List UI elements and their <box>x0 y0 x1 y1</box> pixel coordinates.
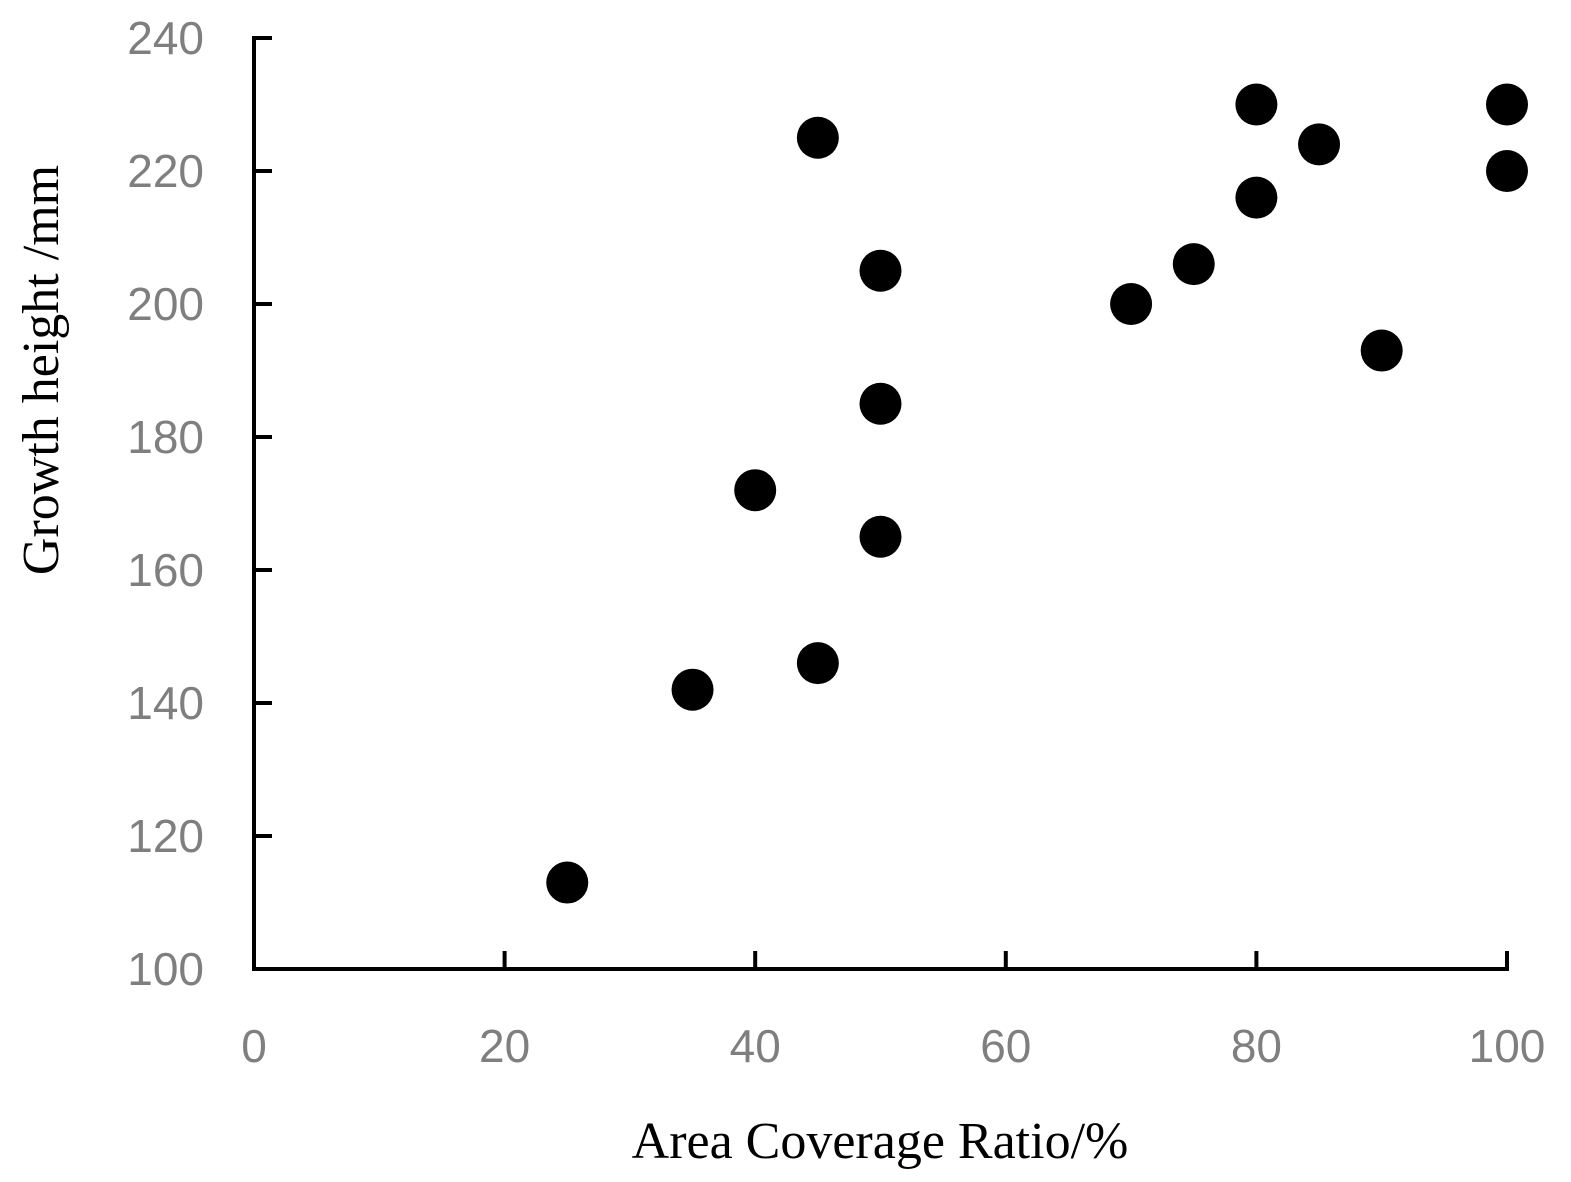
data-point <box>1110 283 1153 325</box>
x-tick-label: 20 <box>479 1020 530 1072</box>
data-point <box>1235 83 1278 126</box>
data-point <box>1486 83 1528 126</box>
x-tick-label: 0 <box>241 1020 267 1072</box>
data-point <box>859 382 902 425</box>
data-point <box>1360 329 1403 372</box>
data-point <box>859 515 902 558</box>
y-tick-label: 100 <box>127 943 204 995</box>
x-tick-label: 60 <box>980 1020 1031 1072</box>
data-point <box>796 642 839 685</box>
y-tick-label: 120 <box>127 810 204 862</box>
data-point <box>1172 243 1215 286</box>
data-point <box>671 668 714 711</box>
data-point <box>1235 176 1278 219</box>
y-tick-label: 160 <box>127 544 204 596</box>
y-tick-label: 220 <box>127 145 204 197</box>
data-point <box>1486 150 1528 192</box>
y-tick-label: 200 <box>127 278 204 330</box>
tick-labels: 100 120 140 160 180 200 220 240 0 20 40 60 80 100 <box>127 12 1545 1072</box>
y-tick-label: 240 <box>127 12 204 64</box>
y-tick-label: 180 <box>127 411 204 463</box>
data-points <box>546 83 1528 904</box>
axes <box>252 36 1509 971</box>
y-axis-title: Growth height /mm <box>13 165 70 575</box>
x-tick-label: 40 <box>730 1020 781 1072</box>
data-point <box>734 469 777 512</box>
x-axis-title: Area Coverage Ratio/% <box>632 1113 1129 1170</box>
data-point <box>1298 123 1341 166</box>
data-point <box>796 116 839 159</box>
x-tick-label: 100 <box>1469 1020 1546 1072</box>
x-tick-label: 80 <box>1231 1020 1282 1072</box>
y-tick-label: 140 <box>127 677 204 729</box>
data-point <box>546 861 589 904</box>
data-point <box>859 249 902 292</box>
